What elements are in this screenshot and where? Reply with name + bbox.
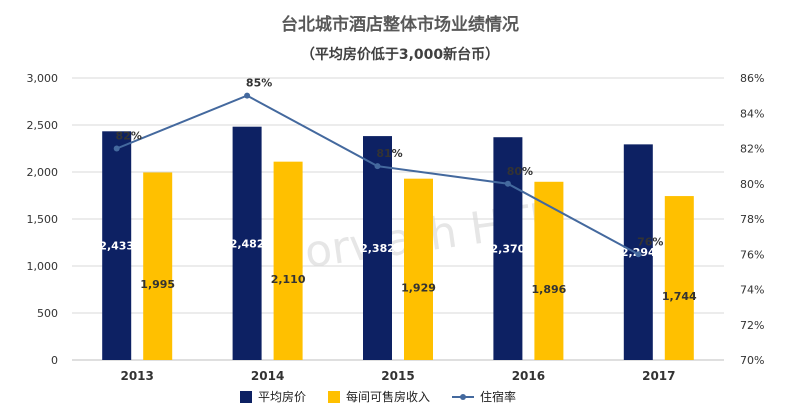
bar-revpar	[143, 172, 173, 360]
data-label-adr: 2,382	[360, 242, 395, 255]
occupancy-point	[244, 92, 251, 99]
y-right-tick-label: 82%	[740, 143, 764, 156]
occupancy-point	[374, 163, 381, 170]
data-label-adr: 2,433	[99, 240, 134, 253]
y-right-tick-label: 70%	[740, 354, 764, 367]
legend-swatch-occupancy	[452, 393, 475, 400]
occupancy-point	[635, 251, 642, 258]
chart-title: 台北城市酒店整体市场业绩情况	[281, 15, 519, 35]
bar-adr	[102, 131, 132, 360]
y-right-tick-label: 72%	[740, 319, 764, 332]
data-label-occupancy: 82%	[116, 130, 142, 143]
y-right-tick-label: 86%	[740, 72, 764, 85]
bar-revpar	[404, 178, 433, 360]
y-left-tick-label: 2,000	[27, 166, 59, 179]
y-right-tick-label: 78%	[740, 213, 764, 226]
data-label-revpar: 1,995	[140, 278, 175, 291]
y-left-tick-label: 0	[51, 354, 58, 367]
occupancy-point	[113, 145, 120, 152]
legend-item-occupancy: 住宿率	[452, 388, 516, 405]
y-right-tick-label: 74%	[740, 284, 764, 297]
y-left-tick-label: 2,500	[27, 119, 59, 132]
bar-revpar	[664, 196, 694, 360]
bar-revpar	[273, 161, 303, 360]
data-label-revpar: 1,896	[532, 283, 567, 296]
legend-swatch-adr	[240, 390, 252, 403]
data-label-occupancy: 81%	[376, 147, 402, 160]
y-right-tick-label: 84%	[740, 107, 764, 120]
y-right-tick-label: 80%	[740, 178, 764, 191]
data-label-adr: 2,370	[491, 243, 526, 256]
x-tick-label: 2013	[120, 369, 153, 383]
legend-item-adr: 平均房价	[240, 388, 306, 405]
occupancy-point	[504, 180, 511, 187]
y-left-tick-label: 3,000	[27, 72, 59, 85]
legend: 平均房价 每间可售房收入 住宿率	[240, 388, 516, 405]
bar-adr	[363, 136, 392, 360]
legend-label-occupancy: 住宿率	[480, 390, 517, 404]
data-label-occupancy: 76%	[637, 235, 663, 248]
bar-revpar	[534, 181, 564, 360]
data-label-adr: 2,482	[230, 237, 265, 250]
y-right-tick-label: 76%	[740, 248, 764, 261]
data-label-revpar: 1,744	[662, 290, 697, 303]
x-tick-label: 2015	[381, 369, 414, 383]
legend-swatch-revpar	[328, 390, 341, 403]
legend-label-adr: 平均房价	[258, 390, 307, 404]
data-label-revpar: 1,929	[401, 281, 436, 294]
y-left-tick-label: 500	[37, 307, 58, 320]
legend-label-revpar: 每间可售房收入	[346, 390, 431, 404]
chart-subtitle: （平均房价低于3,000新台币）	[300, 47, 500, 63]
data-label-occupancy: 80%	[507, 165, 533, 178]
bar-adr	[232, 126, 262, 360]
data-label-revpar: 2,110	[271, 273, 306, 286]
x-tick-label: 2014	[251, 369, 284, 383]
y-left-tick-label: 1,000	[27, 260, 59, 273]
x-tick-label: 2016	[512, 369, 545, 383]
bar-adr	[493, 137, 523, 360]
data-label-occupancy: 85%	[246, 77, 272, 90]
legend-item-revpar: 每间可售房收入	[328, 388, 430, 405]
x-tick-label: 2017	[642, 369, 675, 383]
y-left-tick-label: 1,500	[27, 213, 59, 226]
